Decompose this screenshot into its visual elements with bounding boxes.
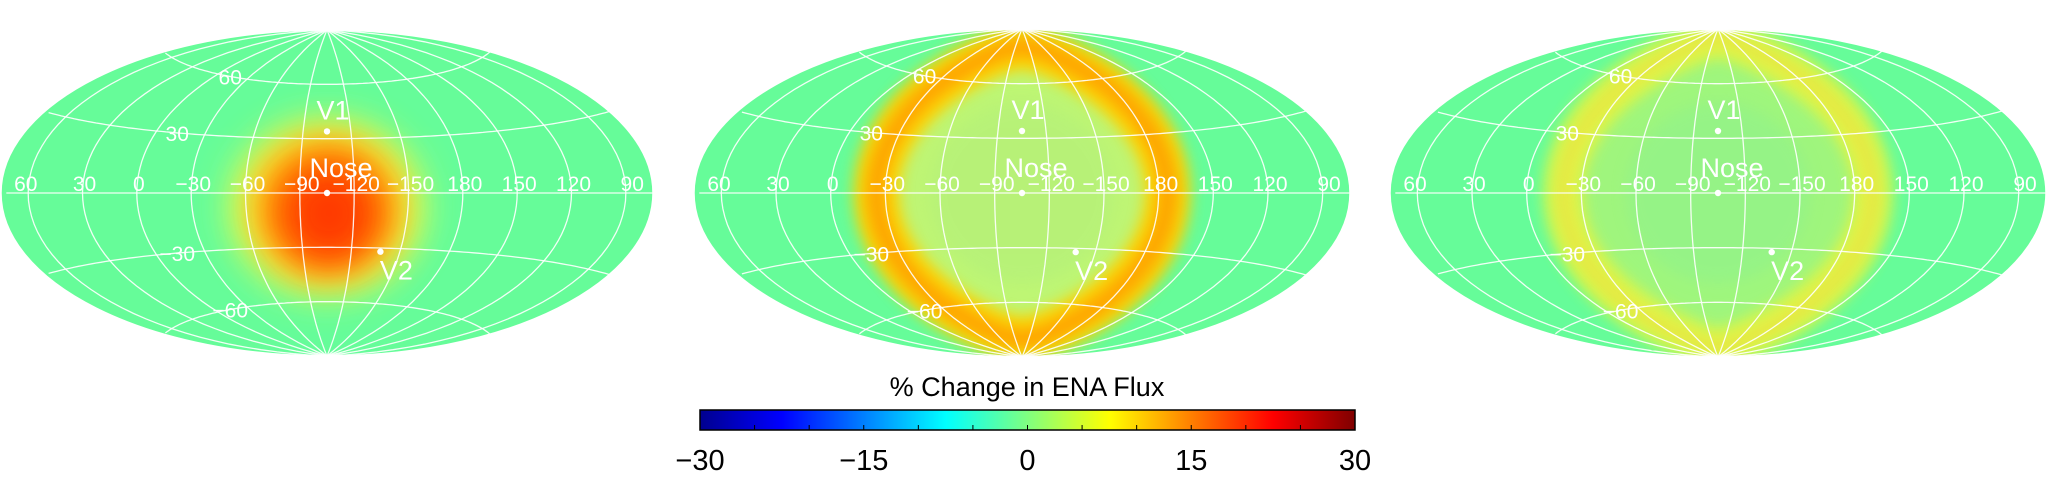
parallel-line: [1437, 247, 2003, 276]
latitude-label: −60: [1603, 300, 1639, 323]
latitude-label: 30: [860, 123, 883, 146]
marker-v2-label: V2: [1075, 256, 1108, 286]
flux-feature: [231, 120, 423, 295]
longitude-label: 180: [1143, 173, 1178, 196]
marker-nose-dot: [1018, 189, 1026, 197]
longitude-label: 120: [1252, 173, 1287, 196]
longitude-label: −150: [1778, 173, 1825, 196]
longitude-label: 90: [1317, 173, 1340, 196]
longitude-label: 0: [827, 173, 839, 196]
marker-v2-label: V2: [1771, 256, 1804, 286]
marker-v2-dot: [1072, 248, 1079, 256]
map-outline: [0, 29, 654, 357]
marker-v1-label: V1: [316, 95, 349, 125]
marker-v2-dot: [1768, 248, 1775, 256]
marker-nose-dot: [323, 189, 331, 197]
graticule: [6, 30, 653, 356]
marker-v1-label: V1: [1011, 95, 1044, 125]
longitude-label: −120: [333, 173, 380, 196]
colorbar-tick-label: 0: [1019, 445, 1035, 477]
colorbar: % Change in ENA Flux −30 −15 0 15 30: [675, 372, 1371, 477]
graticule: [1395, 29, 2046, 357]
marker-nose-dot: [1714, 189, 1722, 197]
longitude-label: −90: [1675, 173, 1711, 196]
marker-nose-label: Nose: [1700, 153, 1763, 183]
map-left: 60 30 0 −30 −60 −90 −120 −150 180 150 120 90 60 30 −30…: [0, 29, 654, 357]
parallel-line: [741, 110, 1307, 139]
marker-v1-label: V1: [1707, 95, 1740, 125]
marker-v2-dot: [377, 248, 384, 255]
latitude-label: 30: [1556, 123, 1579, 146]
latitude-label: 60: [1609, 66, 1632, 89]
longitude-label: 90: [2013, 173, 2036, 196]
latitude-label: −60: [212, 300, 248, 323]
longitude-label: 120: [1948, 173, 1983, 196]
colorbar-ticks: −30 −15 0 15 30: [675, 425, 1371, 477]
marker-nose-label: Nose: [309, 153, 372, 183]
longitude-label: 90: [621, 173, 644, 196]
longitude-label: 60: [14, 173, 37, 196]
longitude-label: 60: [1403, 173, 1426, 196]
latitude-label: 30: [166, 123, 189, 146]
longitude-label: −120: [1724, 173, 1771, 196]
marker-nose-label: Nose: [1004, 153, 1067, 183]
longitude-label: 30: [766, 173, 789, 196]
latitude-label: 60: [219, 67, 242, 90]
parallel-line: [1437, 110, 2003, 139]
colorbar-tick-label: −30: [675, 445, 724, 477]
graticule: [699, 29, 1350, 357]
longitude-label: −60: [924, 173, 960, 196]
latitude-label: −60: [907, 300, 943, 323]
parallel-line: [48, 246, 610, 276]
longitude-label: −120: [1028, 173, 1075, 196]
longitude-label: 180: [447, 173, 482, 196]
colorbar-tick-label: 15: [1175, 445, 1207, 477]
latitude-label: −30: [1549, 244, 1585, 267]
parallel-line: [1554, 301, 1883, 336]
marker-v1-dot: [1018, 127, 1026, 135]
longitude-label: 150: [1894, 173, 1929, 196]
marker-v1-dot: [1714, 127, 1722, 135]
longitude-label: 30: [73, 173, 96, 196]
longitude-label: −30: [1565, 173, 1601, 196]
longitude-label: −90: [284, 173, 320, 196]
latitude-label: −30: [853, 244, 889, 267]
longitude-label: 60: [707, 173, 730, 196]
longitude-label: 180: [1839, 173, 1874, 196]
parallel-line: [858, 50, 1187, 85]
longitude-label: −60: [1620, 173, 1656, 196]
latitude-label: 60: [913, 66, 936, 89]
longitude-label: 0: [1523, 173, 1535, 196]
longitude-label: 150: [1198, 173, 1233, 196]
colorbar-tick-label: 30: [1339, 445, 1371, 477]
marker-v2-label: V2: [380, 256, 413, 286]
map-right: 60 30 0 −30 −60 −90 −120 −150 180 150 120 90 60 30 −30…: [1389, 28, 2047, 358]
parallel-line: [858, 301, 1187, 336]
longitude-label: 150: [502, 173, 537, 196]
longitude-label: 0: [133, 173, 145, 196]
parallel-line: [48, 110, 610, 140]
longitude-label: −90: [979, 173, 1015, 196]
parallel-line: [741, 247, 1307, 276]
parallel-line: [164, 51, 491, 85]
longitude-label: −60: [230, 173, 266, 196]
map-outline: [1389, 28, 2047, 358]
longitude-label: −30: [175, 173, 211, 196]
parallel-line: [1554, 50, 1883, 85]
marker-v1-dot: [323, 128, 331, 135]
latitude-label: −30: [159, 243, 195, 266]
colorbar-title: % Change in ENA Flux: [890, 372, 1165, 402]
map-middle: 60 30 0 −30 −60 −90 −120 −150 180 150 120 90 60 30 −30…: [693, 28, 1351, 358]
longitude-label: 30: [1462, 173, 1485, 196]
longitude-label: 120: [556, 173, 591, 196]
colorbar-tick-label: −15: [839, 445, 888, 477]
longitude-label: −30: [869, 173, 905, 196]
map-outline: [693, 28, 1351, 358]
longitude-label: −150: [387, 173, 434, 196]
longitude-label: −150: [1082, 173, 1129, 196]
parallel-line: [164, 301, 491, 335]
